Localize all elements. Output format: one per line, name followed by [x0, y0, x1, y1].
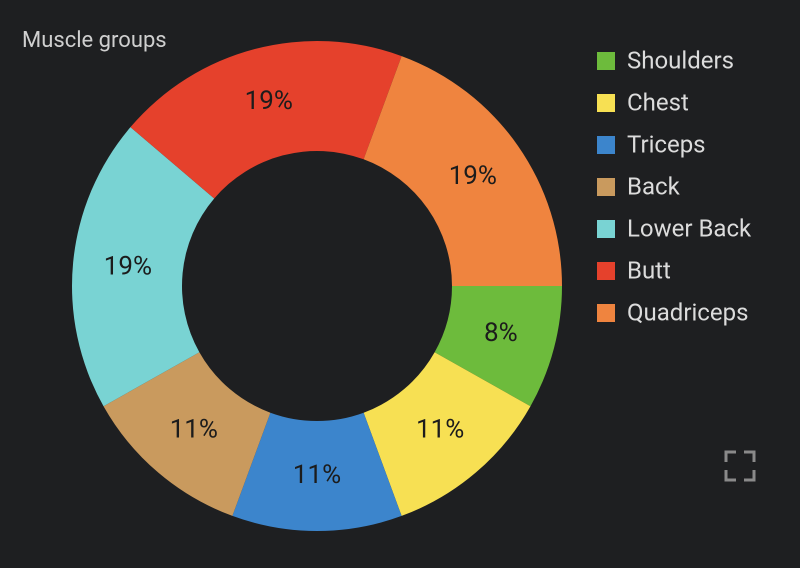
legend-label: Chest: [627, 88, 689, 116]
legend-label: Lower Back: [627, 214, 752, 242]
slice-label: 19%: [104, 252, 152, 282]
slice-label: 11%: [416, 415, 464, 445]
legend-swatch: [597, 52, 615, 70]
legend-label: Shoulders: [627, 46, 734, 74]
slice: [72, 127, 215, 407]
fullscreen-button[interactable]: [724, 450, 756, 482]
slice-label: 11%: [170, 415, 218, 445]
slice-label: 8%: [484, 318, 518, 348]
legend-swatch: [597, 136, 615, 154]
slice-label: 19%: [449, 161, 497, 191]
slice: [130, 41, 402, 199]
slice: [232, 412, 402, 531]
legend-swatch: [597, 178, 615, 196]
slice: [363, 352, 531, 516]
legend-label: Triceps: [627, 130, 706, 158]
legend-swatch: [597, 262, 615, 280]
slice-label: 11%: [293, 460, 341, 490]
slice-label: 19%: [245, 86, 293, 116]
slice: [434, 286, 562, 407]
legend-label: Quadriceps: [627, 298, 748, 326]
slice: [363, 56, 562, 286]
slice: [103, 352, 271, 516]
legend-swatch: [597, 220, 615, 238]
legend-swatch: [597, 94, 615, 112]
legend-label: Butt: [627, 256, 671, 284]
chart-title: Muscle groups: [22, 28, 167, 53]
legend-swatch: [597, 304, 615, 322]
legend-label: Back: [627, 172, 681, 200]
fullscreen-icon[interactable]: [724, 450, 756, 482]
